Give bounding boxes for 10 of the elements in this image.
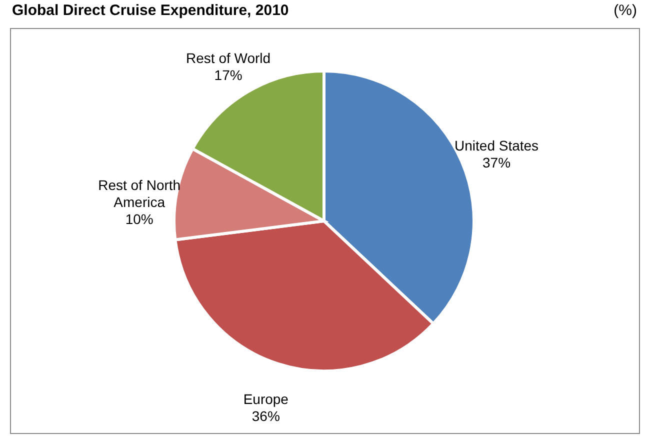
slice-label: Rest of World [186, 50, 271, 66]
text: (%) [614, 2, 637, 21]
slice-label: United States [454, 137, 539, 154]
data-label: 10% [125, 210, 154, 227]
slice-label: Rest of North America [98, 176, 181, 210]
data-label: 36% [252, 408, 280, 424]
slice-label: Europe [243, 390, 289, 407]
data-label: 17% [214, 67, 242, 84]
data-label: 37% [482, 154, 511, 170]
chart-title: Global Direct Cruise Expenditure, 2010 [12, 2, 289, 21]
